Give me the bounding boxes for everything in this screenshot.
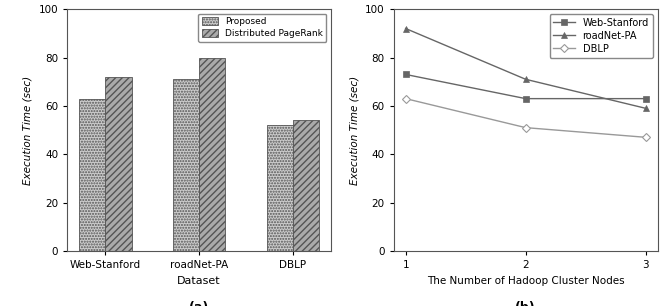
Text: (b): (b): [515, 301, 536, 306]
roadNet-PA: [521, 77, 529, 81]
Web-Stanford: [521, 97, 529, 100]
Legend: Proposed, Distributed PageRank: Proposed, Distributed PageRank: [198, 14, 327, 42]
Line: DBLP: DBLP: [403, 96, 648, 140]
Legend: Web-Stanford, roadNet-PA, DBLP: Web-Stanford, roadNet-PA, DBLP: [550, 14, 653, 58]
X-axis label: Dataset: Dataset: [177, 275, 221, 285]
Line: roadNet-PA: roadNet-PA: [403, 25, 649, 111]
DBLP: [641, 136, 650, 139]
Bar: [293, 120, 319, 251]
X-axis label: The Number of Hadoop Cluster Nodes: The Number of Hadoop Cluster Nodes: [427, 275, 625, 285]
Y-axis label: Execution Time (sec): Execution Time (sec): [350, 76, 360, 185]
Web-Stanford: [641, 97, 650, 100]
Bar: [173, 79, 199, 251]
Web-Stanford: [402, 73, 410, 76]
Bar: [79, 99, 105, 251]
Bar: [105, 77, 132, 251]
DBLP: [402, 97, 410, 100]
Bar: [266, 125, 293, 251]
roadNet-PA: [641, 106, 650, 110]
Bar: [199, 58, 225, 251]
Y-axis label: Execution Time (sec): Execution Time (sec): [23, 76, 33, 185]
roadNet-PA: [402, 27, 410, 30]
Line: Web-Stanford: Web-Stanford: [403, 72, 648, 101]
Text: (a): (a): [189, 301, 209, 306]
DBLP: [521, 126, 529, 129]
